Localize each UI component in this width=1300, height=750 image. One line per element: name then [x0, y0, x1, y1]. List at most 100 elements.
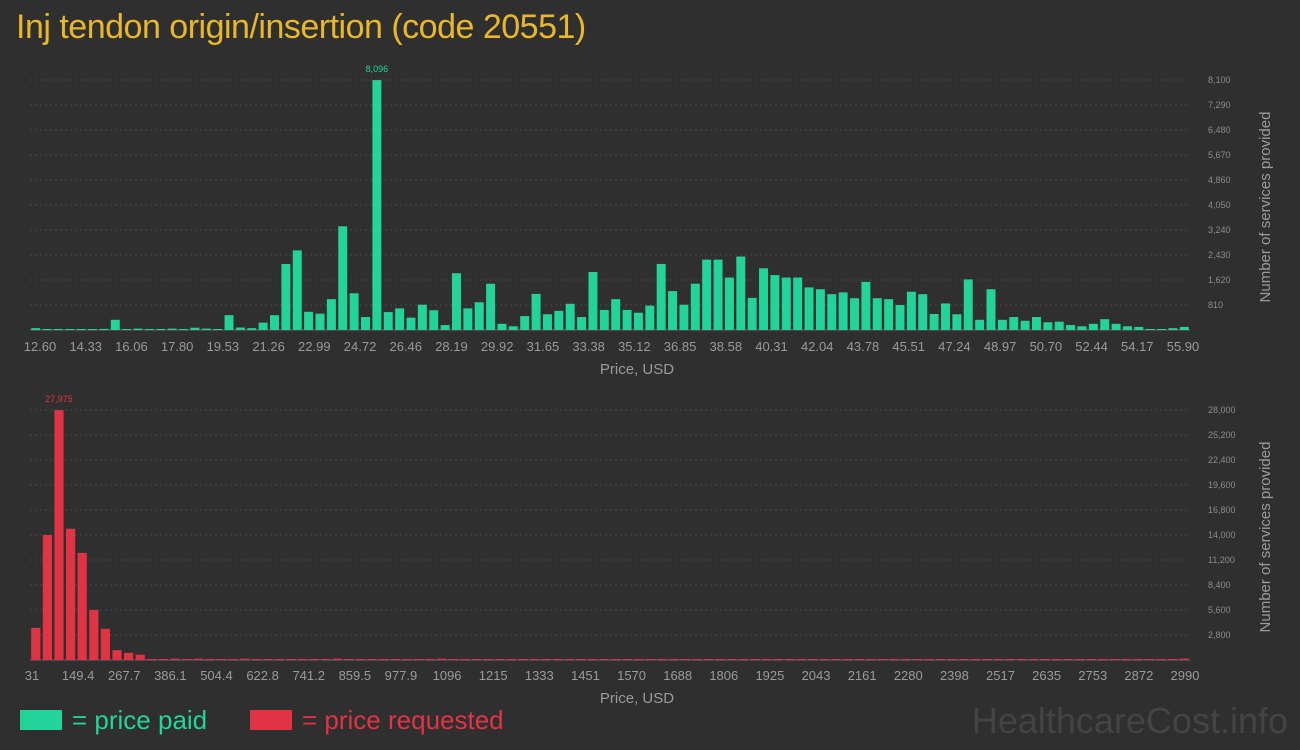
requested-bar: [66, 528, 76, 660]
paid-x-tick-label: 19.53: [207, 339, 240, 354]
paid-x-tick-label: 50.70: [1030, 339, 1063, 354]
paid-bar: [76, 329, 86, 330]
paid-bar: [417, 304, 427, 330]
paid-bar: [201, 328, 211, 330]
paid-bar: [88, 329, 98, 330]
paid-x-tick-label: 52.44: [1075, 339, 1108, 354]
paid-bar: [383, 312, 393, 330]
requested-bar: [657, 659, 667, 660]
paid-bar: [372, 80, 382, 330]
paid-bar: [1066, 325, 1076, 330]
paid-bar: [520, 316, 530, 330]
requested-bar: [1179, 658, 1189, 660]
requested-bar: [402, 659, 412, 660]
requested-bar: [947, 659, 957, 660]
requested-x-tick-label: 859.5: [339, 668, 372, 683]
requested-bar: [495, 659, 505, 660]
paid-bar: [850, 298, 859, 330]
requested-bar: [843, 659, 853, 660]
requested-bar: [831, 659, 841, 660]
requested-bar: [738, 659, 748, 660]
requested-bar: [680, 659, 690, 660]
paid-bar: [1077, 326, 1087, 330]
requested-peak-label: 27,975: [45, 394, 73, 404]
paid-x-tick-label: 28.19: [435, 339, 468, 354]
paid-x-tick-label: 35.12: [618, 339, 651, 354]
legend-label-paid: = price paid: [72, 705, 208, 735]
requested-bar: [460, 659, 470, 660]
requested-x-tick-label: 1333: [525, 668, 554, 683]
requested-bar: [170, 658, 180, 660]
paid-bar: [554, 310, 564, 330]
requested-y-tick-label: 14,000: [1208, 530, 1236, 540]
requested-x-tick-label: 149.4: [62, 668, 95, 683]
paid-bar: [633, 312, 643, 330]
paid-x-tick-label: 38.58: [710, 339, 743, 354]
requested-y-tick-label: 22,400: [1208, 455, 1236, 465]
requested-x-tick-label: 1570: [617, 668, 646, 683]
paid-bar: [235, 327, 245, 330]
paid-bar: [1145, 329, 1155, 330]
paid-bar: [1043, 322, 1053, 330]
requested-bar: [715, 659, 725, 660]
paid-x-tick-label: 17.80: [161, 339, 194, 354]
requested-bar: [1086, 659, 1096, 660]
requested-bar: [124, 652, 134, 660]
requested-bar: [367, 659, 377, 660]
requested-bar: [646, 659, 656, 660]
paid-x-tick-label: 48.97: [984, 339, 1017, 354]
requested-bar: [912, 659, 922, 660]
paid-bar: [1134, 326, 1144, 330]
paid-peak-label: 8,096: [366, 64, 389, 74]
paid-x-tick-label: 29.92: [481, 339, 514, 354]
paid-bar: [804, 287, 814, 330]
requested-bar: [147, 659, 157, 660]
paid-bar: [99, 328, 109, 330]
paid-bar: [588, 271, 598, 330]
requested-bar: [1121, 659, 1131, 660]
paid-bar: [599, 309, 609, 330]
requested-bar: [1052, 659, 1062, 660]
requested-x-tick-label: 977.9: [385, 668, 418, 683]
paid-y-tick-label: 6,480: [1208, 125, 1231, 135]
paid-x-tick-label: 47.24: [938, 339, 971, 354]
requested-bar: [588, 659, 598, 660]
requested-x-tick-label: 741.2: [292, 668, 325, 683]
paid-bar: [281, 263, 291, 330]
requested-bar: [228, 659, 238, 660]
requested-bar: [901, 659, 911, 660]
paid-bar: [429, 310, 439, 330]
requested-y-axis-title: Number of services provided: [1257, 442, 1274, 633]
requested-bar: [112, 650, 122, 660]
requested-x-tick-label: 267.7: [108, 668, 141, 683]
paid-x-tick-label: 42.04: [801, 339, 834, 354]
requested-bar: [808, 659, 818, 660]
requested-bar: [994, 659, 1004, 660]
requested-x-tick-label: 386.1: [154, 668, 187, 683]
legend-swatch-requested: [250, 710, 292, 730]
requested-bar: [100, 628, 110, 660]
paid-x-tick-label: 16.06: [115, 339, 148, 354]
paid-bar: [1157, 329, 1167, 330]
paid-x-tick-label: 40.31: [755, 339, 788, 354]
paid-bar: [702, 259, 712, 330]
requested-bar: [1028, 659, 1038, 660]
requested-x-tick-label: 1451: [571, 668, 600, 683]
requested-bar: [182, 659, 192, 660]
requested-x-tick-label: 1688: [663, 668, 692, 683]
requested-bar: [970, 659, 980, 660]
paid-bar: [395, 308, 405, 330]
paid-bar: [1054, 321, 1064, 330]
requested-bar: [1017, 659, 1027, 660]
paid-y-tick-label: 1,620: [1208, 275, 1231, 285]
requested-bar: [379, 659, 389, 660]
page-title: Inj tendon origin/insertion (code 20551): [16, 8, 586, 46]
paid-bar: [110, 319, 120, 330]
requested-bar: [437, 658, 447, 660]
paid-bar: [122, 329, 132, 330]
requested-bar: [773, 659, 783, 660]
requested-bar: [425, 659, 435, 660]
requested-x-tick-label: 2161: [848, 668, 877, 683]
paid-bar: [190, 327, 200, 330]
requested-bar: [785, 659, 795, 660]
